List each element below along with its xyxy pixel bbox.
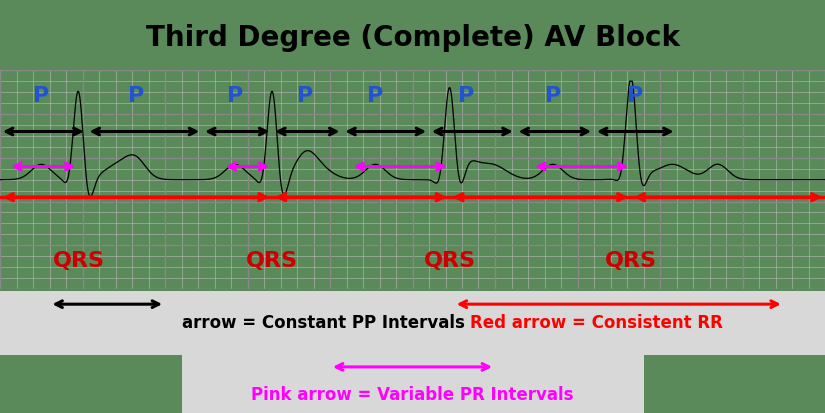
Text: QRS: QRS [52, 251, 105, 271]
FancyBboxPatch shape [182, 355, 644, 413]
Text: QRS: QRS [246, 251, 299, 271]
Text: arrow = Constant PP Intervals: arrow = Constant PP Intervals [182, 314, 464, 332]
FancyBboxPatch shape [0, 292, 412, 355]
Text: P: P [128, 86, 144, 107]
Text: QRS: QRS [605, 251, 658, 271]
Text: P: P [297, 86, 314, 107]
Text: Third Degree (Complete) AV Block: Third Degree (Complete) AV Block [145, 24, 680, 52]
Text: P: P [367, 86, 384, 107]
Text: P: P [33, 86, 50, 107]
Text: P: P [227, 86, 243, 107]
Text: Pink arrow = Variable PR Intervals: Pink arrow = Variable PR Intervals [252, 386, 573, 404]
Text: Red arrow = Consistent RR: Red arrow = Consistent RR [470, 314, 724, 332]
Text: P: P [544, 86, 561, 107]
Text: P: P [627, 86, 644, 107]
Text: QRS: QRS [423, 251, 476, 271]
FancyBboxPatch shape [412, 292, 825, 355]
Text: P: P [458, 86, 474, 107]
